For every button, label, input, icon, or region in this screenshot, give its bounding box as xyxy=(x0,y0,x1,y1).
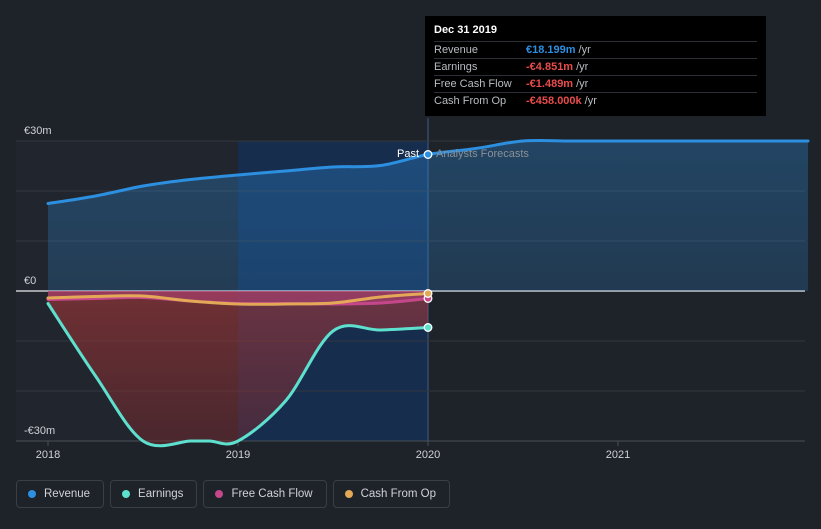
tooltip-value: -€4.851m xyxy=(526,61,574,73)
legend-label: Cash From Op xyxy=(360,488,437,500)
legend-dot-icon xyxy=(215,490,224,498)
legend-label: Free Cash Flow xyxy=(231,488,313,500)
past-label: Past xyxy=(397,148,419,160)
y-tick-label: -€30m xyxy=(24,425,55,437)
legend-label: Revenue xyxy=(44,488,91,500)
free-cash-flow-area xyxy=(48,291,428,305)
tooltip-value: -€1.489m xyxy=(526,78,574,90)
x-tick-label: 2021 xyxy=(606,449,630,461)
earnings-marker xyxy=(423,323,433,332)
legend-item-free-cash-flow[interactable]: Free Cash Flow xyxy=(203,480,327,508)
tooltip: Dec 31 2019 Revenue €18.199m /yr Earning… xyxy=(425,16,766,116)
tooltip-unit: /yr xyxy=(576,78,589,90)
legend-dot-icon xyxy=(122,490,131,498)
cash-from-op-line xyxy=(46,292,430,306)
tooltip-label: Earnings xyxy=(434,61,478,73)
tooltip-row-free-cash-flow: Free Cash Flow -€1.489m /yr xyxy=(434,75,757,92)
legend-dot-icon xyxy=(28,490,36,498)
revenue-area xyxy=(48,140,808,291)
x-tick-label: 2018 xyxy=(36,449,60,461)
tooltip-value: €18.199m xyxy=(526,44,576,56)
y-tick-label: €0 xyxy=(24,275,36,287)
tooltip-value: -€458.000k xyxy=(526,95,582,107)
tooltip-date: Dec 31 2019 xyxy=(434,24,497,36)
tooltip-unit: /yr xyxy=(584,95,597,107)
tooltip-row-cash-from-op: Cash From Op -€458.000k /yr xyxy=(434,92,757,109)
tooltip-label: Cash From Op xyxy=(434,95,507,107)
tooltip-unit: /yr xyxy=(576,61,589,73)
tooltip-label: Revenue xyxy=(434,44,479,56)
x-tick-label: 2020 xyxy=(416,449,440,461)
revenue-marker xyxy=(423,150,433,159)
tooltip-unit: /yr xyxy=(578,44,591,56)
legend-item-revenue[interactable]: Revenue xyxy=(16,480,105,508)
tooltip-row-revenue: Revenue €18.199m /yr xyxy=(434,41,757,58)
cash-from-op-marker xyxy=(423,289,433,298)
tooltip-label: Free Cash Flow xyxy=(434,78,512,90)
legend: Revenue Earnings Free Cash Flow Cash Fro… xyxy=(16,480,451,508)
forecast-label: Analysts Forecasts xyxy=(436,148,529,160)
legend-dot-icon xyxy=(344,490,353,498)
tooltip-row-earnings: Earnings -€4.851m /yr xyxy=(434,58,757,75)
legend-item-earnings[interactable]: Earnings xyxy=(110,480,198,508)
x-tick-label: 2019 xyxy=(226,449,250,461)
earnings-line xyxy=(46,302,430,448)
y-tick-label: €30m xyxy=(24,125,52,137)
legend-label: Earnings xyxy=(138,488,184,500)
legend-item-cash-from-op[interactable]: Cash From Op xyxy=(332,480,451,508)
